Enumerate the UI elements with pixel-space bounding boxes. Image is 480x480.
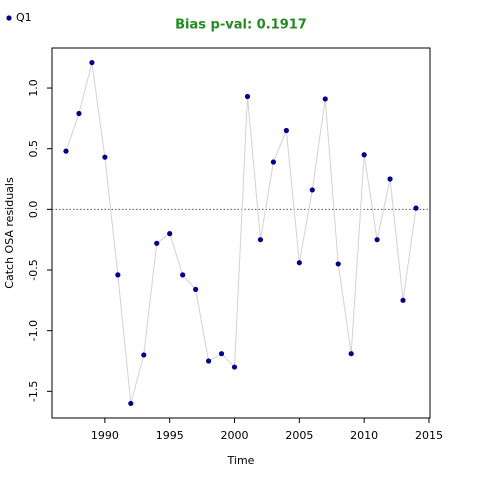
data-point	[257, 237, 264, 243]
y-tick-label: -1.0	[27, 320, 40, 341]
data-point	[231, 364, 238, 370]
legend-label: Q1	[16, 11, 32, 24]
data-point	[335, 261, 341, 267]
data-point	[205, 358, 212, 364]
legend-marker	[6, 15, 12, 21]
y-tick-label: -0.5	[27, 259, 40, 280]
data-point	[283, 127, 289, 134]
data-point	[128, 400, 134, 407]
data-point	[244, 93, 251, 100]
y-axis-label: Catch OSA residuals	[3, 177, 16, 289]
data-point	[115, 272, 121, 278]
data-point	[413, 205, 419, 211]
data-point	[387, 176, 393, 182]
data-point	[180, 272, 186, 278]
data-point	[193, 286, 199, 293]
data-point	[63, 148, 69, 154]
data-point	[309, 187, 315, 193]
data-point	[167, 231, 173, 237]
data-point	[400, 297, 406, 303]
data-point	[154, 240, 160, 246]
x-tick-label: 1995	[156, 429, 184, 442]
data-point	[348, 351, 354, 357]
y-tick-label: -1.5	[27, 381, 40, 402]
x-tick-label: 2005	[285, 429, 313, 442]
data-point	[76, 110, 82, 117]
data-point	[218, 351, 225, 357]
data-point	[374, 237, 380, 243]
data-point	[102, 154, 108, 160]
data-point	[322, 96, 328, 102]
x-tick-label: 2010	[350, 429, 378, 442]
x-tick-label: 2015	[415, 429, 443, 442]
plot-frame	[51, 47, 431, 419]
data-point	[270, 159, 277, 165]
data-point	[296, 260, 302, 266]
data-point	[141, 352, 147, 358]
data-point	[361, 152, 367, 158]
x-tick-label: 1990	[91, 429, 119, 442]
y-tick-label: 0.0	[27, 201, 40, 219]
data-point	[89, 59, 95, 66]
series-line	[65, 62, 417, 404]
y-tick-label: 0.5	[27, 140, 40, 158]
y-tick-label: 1.0	[27, 79, 40, 97]
x-axis-label: Time	[227, 454, 255, 467]
chart-title: Bias p-val: 0.1917	[175, 18, 307, 33]
x-tick-label: 2000	[221, 429, 249, 442]
